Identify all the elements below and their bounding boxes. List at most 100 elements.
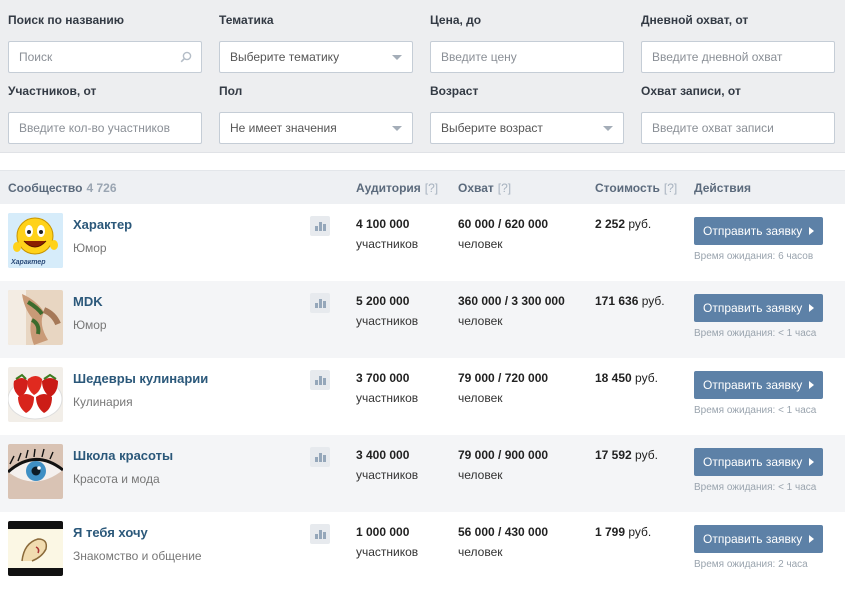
cost-currency: руб. <box>628 525 652 539</box>
bar-chart-icon[interactable] <box>310 370 330 390</box>
eye-avatar-image <box>8 444 63 499</box>
filter-age: Возраст Выберите возраст <box>430 83 624 144</box>
button-label: Отправить заявку <box>703 455 803 469</box>
header-label: Действия <box>694 181 752 195</box>
community-name-link[interactable]: MDK <box>73 294 103 309</box>
cost-value: 18 450 руб. <box>595 371 658 385</box>
bar-chart-icon[interactable] <box>310 447 330 467</box>
filter-label: Тематика <box>219 13 274 27</box>
chevron-down-icon <box>603 126 613 131</box>
filters-panel: Поиск по названию Тематика Выберите тема… <box>0 0 845 153</box>
cost-amount: 17 592 <box>595 448 632 462</box>
audience-unit: участников <box>356 391 419 405</box>
cost-value: 17 592 руб. <box>595 448 658 462</box>
header-cost[interactable]: Стоимость [?] <box>595 181 677 195</box>
daily-reach-input[interactable] <box>652 50 802 64</box>
community-name-link[interactable]: Шедевры кулинарии <box>73 371 209 386</box>
cost-currency: руб. <box>641 294 665 308</box>
arrow-right-icon <box>809 227 814 235</box>
community-name-link[interactable]: Характер <box>73 217 133 232</box>
filter-label: Дневной охват, от <box>641 13 749 27</box>
table-row: MDK Юмор 5 200 000 участников 360 000 / … <box>0 281 845 358</box>
sketch-avatar-image <box>8 521 63 576</box>
community-count: 4 726 <box>86 181 117 195</box>
audience-value: 1 000 000 <box>356 525 410 539</box>
price-input[interactable] <box>441 50 591 64</box>
help-link[interactable]: [?] <box>663 181 678 195</box>
header-label: Стоимость <box>595 181 660 195</box>
filter-members: Участников, от <box>8 83 202 144</box>
help-link[interactable]: [?] <box>424 181 439 195</box>
community-category: Красота и мода <box>73 472 160 486</box>
community-name-link[interactable]: Я тебя хочу <box>73 525 148 540</box>
select-value: Выберите возраст <box>441 121 543 135</box>
wait-time: Время ожидания: 6 часов <box>694 251 814 262</box>
arrow-right-icon <box>809 381 814 389</box>
filter-post-reach: Охват записи, от <box>641 83 835 144</box>
community-avatar[interactable] <box>8 444 63 499</box>
help-link[interactable]: [?] <box>497 181 512 195</box>
community-avatar[interactable] <box>8 521 63 576</box>
community-category: Кулинария <box>73 395 133 409</box>
filter-label: Охват записи, от <box>641 84 741 98</box>
search-field[interactable] <box>8 41 202 73</box>
header-audience[interactable]: Аудитория [?] <box>356 181 438 195</box>
audience-value: 3 700 000 <box>356 371 410 385</box>
magnifier-icon <box>180 51 192 63</box>
bar-chart-icon[interactable] <box>310 524 330 544</box>
search-input[interactable] <box>19 50 169 64</box>
post-reach-input[interactable] <box>652 121 802 135</box>
audience-value: 5 200 000 <box>356 294 410 308</box>
table-row: Шедевры кулинарии Кулинария 3 700 000 уч… <box>0 358 845 435</box>
send-request-button[interactable]: Отправить заявку <box>694 217 823 245</box>
audience-unit: участников <box>356 237 419 251</box>
price-field[interactable] <box>430 41 624 73</box>
members-input[interactable] <box>19 121 194 135</box>
audience-value: 4 100 000 <box>356 217 410 231</box>
filter-label: Поиск по названию <box>8 13 125 27</box>
cost-amount: 2 252 <box>595 217 626 231</box>
cost-amount: 1 799 <box>595 525 626 539</box>
send-request-button[interactable]: Отправить заявку <box>694 448 823 476</box>
age-select[interactable]: Выберите возраст <box>430 112 624 144</box>
send-request-button[interactable]: Отправить заявку <box>694 294 823 322</box>
filter-search: Поиск по названию <box>8 12 202 73</box>
members-field[interactable] <box>8 112 202 144</box>
gender-select[interactable]: Не имеет значения <box>219 112 413 144</box>
photo-avatar-image <box>8 290 63 345</box>
post-reach-field[interactable] <box>641 112 835 144</box>
community-avatar[interactable] <box>8 367 63 422</box>
filter-label: Участников, от <box>8 84 97 98</box>
audience-unit: участников <box>356 468 419 482</box>
header-reach[interactable]: Охват [?] <box>458 181 511 195</box>
reach-value: 360 000 / 3 300 000 <box>458 294 565 308</box>
bar-chart-icon[interactable] <box>310 216 330 236</box>
reach-value: 79 000 / 720 000 <box>458 371 549 385</box>
filter-price: Цена, до <box>430 12 624 73</box>
community-avatar[interactable] <box>8 290 63 345</box>
bar-chart-icon[interactable] <box>310 293 330 313</box>
community-name-link[interactable]: Школа красоты <box>73 448 174 463</box>
header-community[interactable]: Сообщество 4 726 <box>8 181 117 195</box>
avatar-caption: Характер <box>11 259 46 266</box>
send-request-button[interactable]: Отправить заявку <box>694 525 823 553</box>
community-category: Юмор <box>73 241 107 255</box>
community-category: Знакомство и общение <box>73 549 202 563</box>
community-avatar[interactable]: Характер <box>8 213 63 268</box>
cost-amount: 171 636 <box>595 294 639 308</box>
filter-label: Пол <box>219 84 243 98</box>
header-label: Сообщество <box>8 181 83 195</box>
topic-select[interactable]: Выберите тематику <box>219 41 413 73</box>
reach-unit: человек <box>458 391 503 405</box>
wait-time: Время ожидания: 2 часа <box>694 559 808 570</box>
button-label: Отправить заявку <box>703 378 803 392</box>
cost-currency: руб. <box>635 371 658 385</box>
button-label: Отправить заявку <box>703 224 803 238</box>
daily-reach-field[interactable] <box>641 41 835 73</box>
select-value: Не имеет значения <box>230 121 337 135</box>
send-request-button[interactable]: Отправить заявку <box>694 371 823 399</box>
button-label: Отправить заявку <box>703 532 803 546</box>
reach-unit: человек <box>458 237 503 251</box>
reach-value: 60 000 / 620 000 <box>458 217 549 231</box>
filter-gender: Пол Не имеет значения <box>219 83 413 144</box>
